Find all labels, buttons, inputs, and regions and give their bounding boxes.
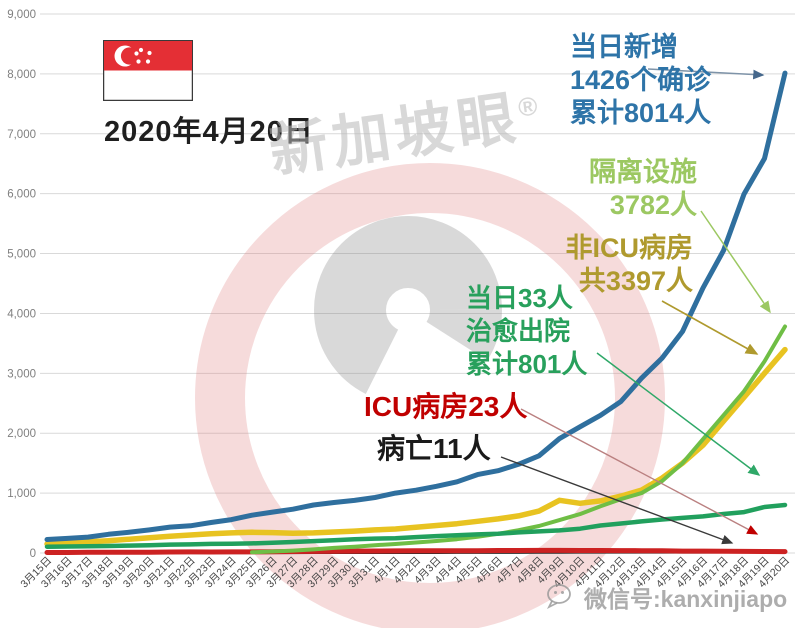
y-tick-label: 1,000 — [7, 488, 36, 500]
annotation-line: 当日33人 — [466, 283, 573, 313]
date-label: 2020年4月20日 — [104, 116, 314, 148]
annotation-line: 治愈出院 — [466, 316, 571, 346]
y-tick-label: 3,000 — [7, 368, 36, 380]
y-tick-label: 2,000 — [7, 428, 36, 440]
deaths-arrow — [500, 456, 734, 545]
annotation-isolation: 隔离设施 3782人 — [589, 156, 697, 222]
y-tick-label: 4,000 — [7, 308, 36, 320]
annotation-line: 非ICU病房 — [565, 233, 694, 263]
wechat-footer: 微信号:kanxinjiapo — [546, 580, 787, 614]
registered-mark-icon: ® — [516, 89, 545, 123]
recovered-arrow — [596, 352, 761, 476]
isolation-arrow — [700, 210, 771, 314]
brand-logo-ring — [195, 163, 665, 628]
singapore-flag — [103, 40, 193, 101]
annotation-line: 1426个确诊 — [570, 65, 712, 95]
annotation-line: 3782人 — [609, 190, 697, 220]
annotation-line: 累计801人 — [466, 349, 588, 379]
confirmed-arrow — [647, 68, 765, 80]
y-tick-label: 9,000 — [7, 9, 36, 21]
annotation-icu: ICU病房23人 — [364, 391, 528, 422]
y-tick-label: 0 — [30, 548, 36, 560]
wechat-icon — [546, 584, 571, 610]
brand-logo-eye — [314, 216, 502, 404]
non-icu-arrow — [661, 300, 759, 355]
annotation-deaths: 病亡11人 — [377, 433, 491, 464]
wechat-id: 微信号:kanxinjiapo — [584, 586, 788, 612]
annotation-line: 隔离设施 — [589, 157, 697, 187]
y-tick-label: 6,000 — [7, 189, 36, 201]
annotation-non-icu: 非ICU病房 共3397人 — [566, 232, 694, 298]
annotation-line: 共3397人 — [578, 266, 693, 296]
recovered-line — [44, 502, 788, 549]
y-tick-label: 5,000 — [7, 249, 36, 261]
non-icu-line — [44, 346, 788, 547]
flag-stars-icon — [134, 47, 152, 64]
icu-line — [44, 547, 788, 555]
y-tick-label: 7,000 — [7, 129, 36, 141]
confirmed-line — [44, 70, 788, 542]
annotation-line: 当日新增 — [570, 32, 678, 62]
y-tick-label: 8,000 — [7, 69, 36, 81]
annotation-recovered: 当日33人 治愈出院 累计801人 — [466, 282, 587, 381]
icu-arrow — [520, 408, 759, 535]
annotation-confirmed: 当日新增 1426个确诊 累计8014人 — [570, 31, 711, 130]
annotation-line: 累计8014人 — [570, 98, 712, 128]
